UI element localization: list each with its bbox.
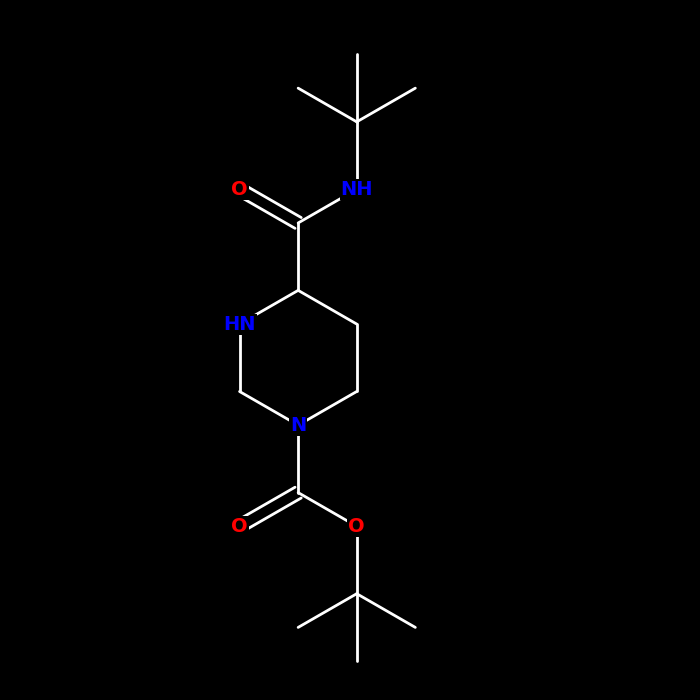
Text: O: O [231,517,248,536]
Text: NH: NH [340,180,373,199]
Text: O: O [349,517,365,536]
Text: HN: HN [223,314,256,334]
Text: N: N [290,416,307,435]
Text: O: O [231,180,248,199]
